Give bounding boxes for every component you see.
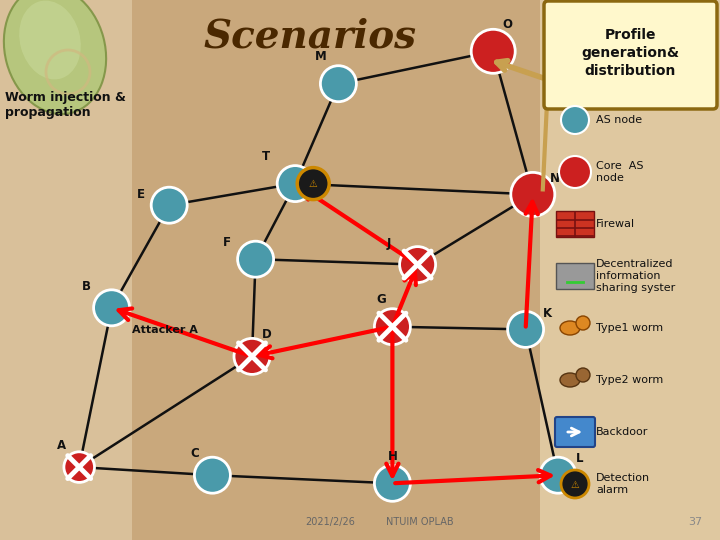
- Text: Core  AS
node: Core AS node: [596, 161, 644, 183]
- Text: ⚠: ⚠: [571, 480, 580, 490]
- Text: K: K: [543, 307, 552, 320]
- Text: T: T: [262, 150, 271, 163]
- Circle shape: [297, 167, 329, 200]
- FancyBboxPatch shape: [555, 417, 595, 447]
- FancyBboxPatch shape: [0, 0, 132, 540]
- Ellipse shape: [4, 0, 106, 114]
- Text: H: H: [387, 450, 397, 463]
- Circle shape: [194, 457, 230, 493]
- Circle shape: [94, 290, 130, 326]
- Circle shape: [471, 29, 516, 73]
- Circle shape: [400, 247, 436, 282]
- Text: AS node: AS node: [596, 115, 642, 125]
- Circle shape: [374, 465, 410, 501]
- Text: L: L: [576, 453, 583, 465]
- Ellipse shape: [560, 321, 580, 335]
- Circle shape: [277, 166, 313, 201]
- FancyBboxPatch shape: [544, 1, 717, 109]
- Text: 2021/2/26: 2021/2/26: [305, 517, 355, 527]
- Circle shape: [561, 106, 589, 134]
- Circle shape: [559, 156, 591, 188]
- Circle shape: [576, 316, 590, 330]
- Text: C: C: [190, 447, 199, 460]
- Circle shape: [234, 339, 270, 374]
- FancyBboxPatch shape: [540, 0, 720, 540]
- Text: Type1 worm: Type1 worm: [596, 323, 663, 333]
- Circle shape: [540, 457, 576, 493]
- Ellipse shape: [560, 373, 580, 387]
- Circle shape: [64, 452, 94, 482]
- Text: Decentralized
information
sharing syster: Decentralized information sharing syster: [596, 259, 675, 293]
- Text: N: N: [549, 172, 559, 185]
- Text: 37: 37: [688, 517, 702, 527]
- Text: Attacker A: Attacker A: [132, 325, 198, 335]
- Circle shape: [508, 312, 544, 347]
- Text: Worm injection &
propagation: Worm injection & propagation: [5, 91, 126, 119]
- Circle shape: [576, 368, 590, 382]
- Circle shape: [151, 187, 187, 223]
- Circle shape: [510, 172, 555, 217]
- Ellipse shape: [19, 1, 81, 79]
- Text: E: E: [136, 188, 145, 201]
- Text: ⚠: ⚠: [309, 179, 318, 188]
- Text: Type2 worm: Type2 worm: [596, 375, 663, 385]
- Text: D: D: [261, 328, 271, 341]
- Text: F: F: [222, 237, 231, 249]
- Text: J: J: [387, 237, 391, 249]
- Text: Profile
generation&
distribution: Profile generation& distribution: [581, 28, 679, 78]
- Text: NTUIM OPLAB: NTUIM OPLAB: [386, 517, 454, 527]
- Circle shape: [561, 470, 589, 498]
- Text: G: G: [377, 293, 387, 306]
- Text: A: A: [57, 439, 66, 452]
- Text: Backdoor: Backdoor: [596, 427, 649, 437]
- Text: Scenarios: Scenarios: [204, 18, 416, 56]
- FancyBboxPatch shape: [556, 263, 594, 289]
- Text: Firewal: Firewal: [596, 219, 635, 229]
- Circle shape: [320, 66, 356, 102]
- Circle shape: [374, 309, 410, 345]
- Text: B: B: [82, 280, 91, 293]
- Text: O: O: [503, 18, 513, 31]
- Text: M: M: [315, 50, 326, 63]
- FancyBboxPatch shape: [556, 211, 594, 237]
- Text: Detection
alarm: Detection alarm: [596, 473, 650, 495]
- Circle shape: [238, 241, 274, 277]
